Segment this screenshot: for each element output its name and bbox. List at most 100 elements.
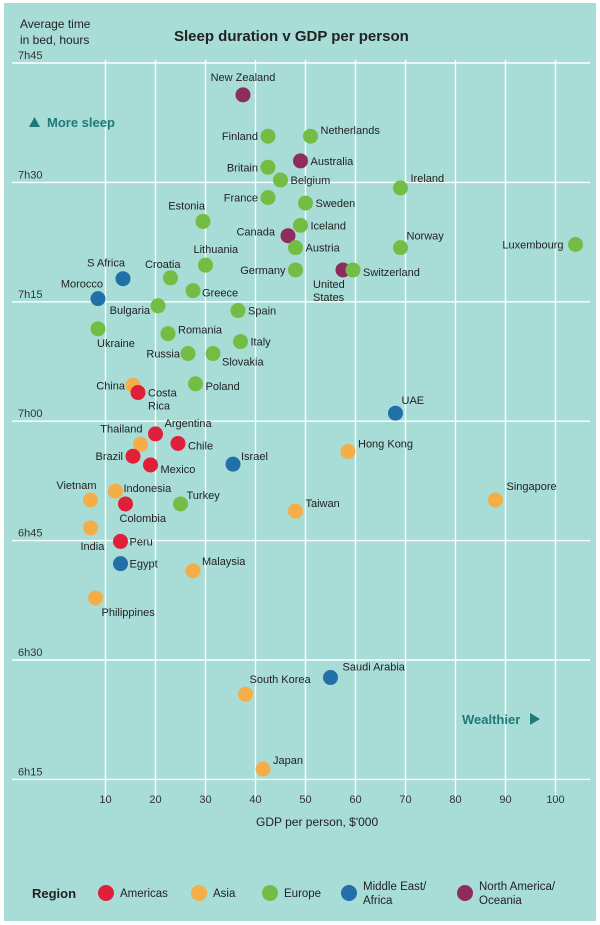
y-tick-7h15: 7h15	[18, 289, 42, 301]
point-finland	[260, 128, 276, 144]
point-colombia	[118, 496, 133, 512]
point-label-malaysia: Malaysia	[202, 556, 246, 568]
legend-label-asia: Asia	[213, 888, 236, 900]
point-label-vietnam: Vietnam	[56, 480, 96, 492]
point-romania	[160, 326, 176, 342]
point-label-belgium: Belgium	[291, 175, 331, 187]
y-tick-7h45: 7h45	[18, 50, 42, 62]
point-costa-rica	[130, 385, 146, 401]
point-label-croatia: Croatia	[145, 259, 181, 271]
x-tick-100: 100	[546, 794, 564, 806]
point-belgium	[273, 172, 288, 188]
point-ireland	[393, 180, 408, 196]
point-uae	[388, 405, 403, 421]
point-poland	[188, 376, 203, 392]
point-austria	[288, 240, 303, 256]
point-label-slovakia: Slovakia	[222, 357, 264, 369]
point-italy	[233, 334, 248, 350]
point-label-egypt: Egypt	[130, 559, 158, 571]
point-label-united-states-line-1: United	[313, 279, 345, 291]
scatter-chart: Average time in bed, hours Sleep duratio…	[12, 17, 590, 907]
point-ukraine	[90, 321, 106, 337]
point-label-japan: Japan	[273, 755, 303, 767]
point-egypt	[113, 556, 128, 572]
more-sleep-label: More sleep	[47, 115, 115, 130]
x-tick-80: 80	[449, 794, 461, 806]
legend-swatch-europe	[262, 885, 278, 901]
point-label-hong-kong: Hong Kong	[358, 438, 413, 450]
point-switzerland	[345, 262, 361, 278]
point-label-singapore: Singapore	[507, 481, 557, 493]
point-label-new-zealand: New Zealand	[211, 72, 276, 84]
legend-title: Region	[32, 886, 76, 901]
legend: Region Americas Asia Europe Middle East/…	[32, 881, 556, 907]
x-tick-labels: 10 20 30 40 50 60 70 80 90 100	[99, 794, 564, 806]
point-label-colombia: Colombia	[120, 513, 167, 525]
point-label-poland: Poland	[206, 381, 240, 393]
point-label-italy: Italy	[251, 337, 272, 349]
point-label-australia: Australia	[311, 156, 355, 168]
legend-swatch-asia	[191, 885, 207, 901]
point-label-brazil: Brazil	[95, 451, 123, 463]
point-lithuania	[198, 257, 213, 273]
point-argentina	[148, 426, 163, 442]
legend-label-europe: Europe	[284, 888, 321, 900]
point-canada	[280, 228, 296, 244]
point-brazil	[125, 448, 141, 464]
more-sleep-annotation: More sleep	[29, 115, 115, 130]
point-australia	[293, 153, 308, 169]
point-morocco	[90, 291, 106, 307]
point-germany	[288, 262, 303, 278]
gridlines	[12, 60, 590, 798]
point-norway	[393, 240, 408, 256]
point-saudi-arabia	[323, 670, 338, 686]
point-spain	[230, 303, 246, 319]
point-label-ukraine: Ukraine	[97, 338, 135, 350]
point-label-s-africa: S Africa	[87, 258, 126, 270]
y-tick-labels: 7h45 7h30 7h15 7h00 6h45 6h30 6h15	[18, 50, 42, 778]
legend-swatch-middle-east-africa	[341, 885, 357, 901]
x-axis-label: GDP per person, $'000	[256, 815, 378, 829]
point-malaysia	[185, 563, 201, 579]
point-label-bulgaria: Bulgaria	[110, 305, 151, 317]
point-label-mexico: Mexico	[161, 464, 196, 476]
x-tick-10: 10	[99, 794, 111, 806]
y-axis-label-line-1: Average time	[20, 17, 91, 31]
up-arrow-icon	[29, 117, 40, 127]
x-tick-40: 40	[249, 794, 261, 806]
point-label-austria: Austria	[306, 243, 341, 255]
x-tick-30: 30	[199, 794, 211, 806]
point-label-lithuania: Lithuania	[194, 244, 240, 256]
point-south-korea	[238, 686, 253, 702]
chart-title: Sleep duration v GDP per person	[174, 28, 409, 45]
point-russia	[180, 346, 196, 362]
point-luxembourg	[568, 236, 583, 252]
y-axis-label-line-2: in bed, hours	[20, 33, 89, 47]
point-indonesia	[108, 483, 123, 499]
x-tick-50: 50	[299, 794, 311, 806]
point-label-spain: Spain	[248, 306, 276, 318]
point-label-france: France	[224, 193, 258, 205]
point-label-costa-rica-line-1: Costa	[148, 388, 178, 400]
point-label-taiwan: Taiwan	[306, 498, 340, 510]
point-new-zealand	[235, 87, 251, 103]
point-thailand	[133, 436, 148, 452]
point-label-germany: Germany	[240, 265, 286, 277]
point-india	[83, 520, 98, 536]
point-israel	[225, 456, 241, 472]
legend-swatch-americas	[98, 885, 114, 901]
point-s-africa	[115, 271, 131, 287]
point-vietnam	[83, 492, 98, 508]
data-points: New Zealand Finland Netherlands Australia Br…	[56, 72, 583, 777]
point-label-finland: Finland	[222, 131, 258, 143]
wealthier-label: Wealthier	[462, 712, 520, 727]
point-label-philippines: Philippines	[102, 607, 156, 619]
y-tick-6h45: 6h45	[18, 528, 42, 540]
point-label-canada: Canada	[236, 227, 275, 239]
legend-label-americas: Americas	[120, 888, 168, 900]
point-label-india: India	[81, 541, 106, 553]
point-label-thailand: Thailand	[100, 423, 142, 435]
point-label-saudi-arabia: Saudi Arabia	[343, 662, 406, 674]
point-label-israel: Israel	[241, 451, 268, 463]
point-singapore	[488, 492, 503, 508]
